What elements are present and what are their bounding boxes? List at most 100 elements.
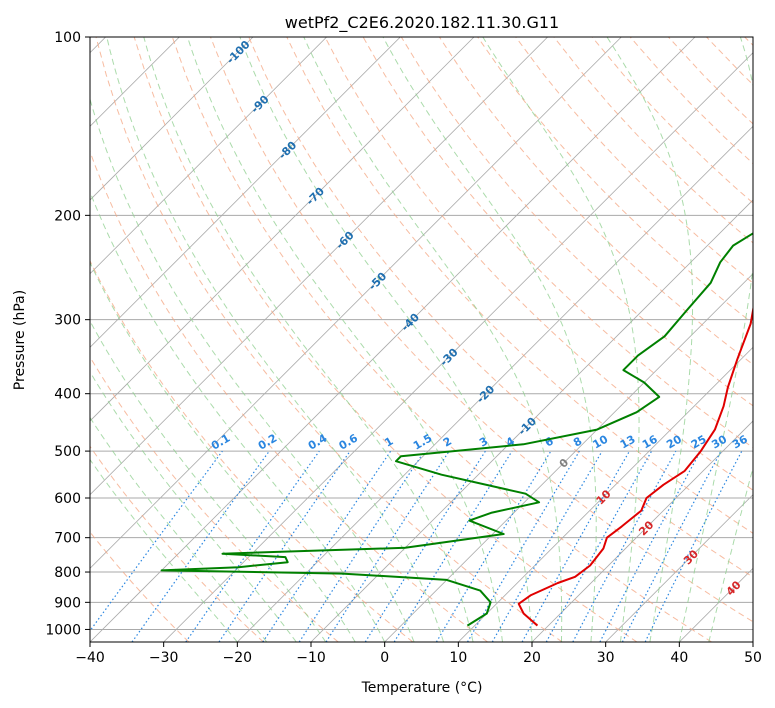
moist-adiabat-line [678, 37, 753, 642]
mixing-ratio-line [185, 450, 320, 642]
dry-adiabat-line [286, 37, 753, 534]
mixing-ratio-line [521, 450, 631, 642]
moist-adiabat-line [90, 261, 356, 642]
dry-adiabat-line [90, 356, 339, 642]
mixing-ratio-line [90, 450, 223, 632]
isotherm-line [752, 641, 753, 642]
isotherm-line [310, 199, 753, 642]
isotherm-label: -30 [437, 345, 460, 368]
y-tick-label: 1000 [45, 622, 81, 638]
mixing-ratio-label: 6 [543, 434, 556, 449]
moist-adiabat-line [90, 416, 268, 642]
sounding-profiles [160, 232, 753, 627]
y-tick-label: 100 [54, 30, 81, 46]
mixing-ratio-line [545, 450, 653, 642]
dry-adiabat-line [210, 37, 753, 623]
mixing-ratio-line [393, 450, 513, 642]
background-lines [90, 37, 753, 642]
moist-adiabat-line [90, 370, 297, 642]
isotherm-label: -70 [304, 184, 327, 207]
isotherm-label: -10 [516, 414, 539, 437]
mixing-ratio-label: 36 [730, 432, 750, 451]
dry-adiabat-line [706, 37, 753, 86]
moist-adiabat-line [382, 37, 597, 642]
dry-adiabat-line [553, 37, 753, 244]
dewpoint-profile [160, 232, 753, 627]
y-tick-label: 800 [54, 565, 81, 581]
dry-adiabat-line [324, 37, 753, 491]
x-tick-label: −40 [75, 650, 105, 666]
y-axis-label: Pressure (hPa) [12, 290, 28, 390]
x-tick-label: 40 [670, 650, 688, 666]
isotherm-line [90, 37, 696, 642]
isotherm-label: -40 [399, 310, 422, 333]
x-tick-label: −30 [149, 650, 179, 666]
isotherm-line [90, 37, 475, 422]
isotherm-label: -60 [333, 228, 356, 251]
x-tick-label: 20 [523, 650, 541, 666]
dry-adiabat-line [95, 37, 563, 642]
chart-title: wetPf2_C2E6.2020.182.11.30.G11 [285, 13, 559, 33]
moist-adiabat-line [606, 37, 694, 642]
mixing-ratio-line [298, 450, 425, 642]
isotherm-label: -80 [276, 138, 299, 161]
isotherm-line [90, 37, 548, 496]
moist-adiabat-line [143, 37, 474, 642]
mixing-ratio-line [572, 450, 677, 642]
y-tick-label: 200 [54, 208, 81, 224]
moist-adiabat-line [90, 320, 327, 642]
moist-adiabat-line [187, 37, 503, 642]
x-axis: −40 −30 −20 −10 0 10 20 30 40 50 [75, 642, 762, 666]
mixing-ratio-line [644, 450, 743, 642]
isotherm-line [458, 346, 753, 642]
dry-adiabat-line [744, 37, 753, 46]
x-tick-label: 30 [597, 650, 615, 666]
y-tick-label: 600 [54, 491, 81, 507]
moist-adiabat-line [106, 37, 445, 642]
mixing-ratio-label: 0.1 [209, 432, 232, 453]
isotherm-label: 20 [636, 518, 656, 538]
moist-adiabat-line [482, 37, 640, 642]
moist-adiabat-line [90, 190, 386, 642]
mixing-ratio-label: 0.4 [306, 431, 330, 452]
mixing-ratio-label: 1 [382, 435, 395, 450]
mixing-ratio-label: 8 [571, 435, 584, 450]
mixing-ratio-line [218, 450, 351, 642]
isotherm-line [90, 37, 622, 569]
y-tick-label: 300 [54, 313, 81, 329]
moist-adiabat-line [239, 37, 533, 642]
x-axis-label: Temperature (°C) [361, 680, 483, 696]
dry-adiabat-line [591, 37, 753, 204]
dry-adiabat-line [90, 445, 264, 642]
mixing-ratio-label: 1.5 [411, 432, 434, 453]
mixing-ratio-line [262, 450, 392, 642]
isotherm-label: -50 [366, 269, 389, 292]
dry-adiabat-line [90, 531, 190, 642]
isotherm-label: -20 [474, 382, 497, 405]
dry-adiabat-line [90, 259, 414, 642]
x-tick-label: −20 [223, 650, 253, 666]
mixing-ratio-label: 10 [591, 432, 611, 451]
isotherm-line [384, 273, 753, 642]
mixing-ratio-label: 30 [709, 432, 729, 451]
y-tick-label: 900 [54, 595, 81, 611]
x-tick-label: −10 [296, 650, 326, 666]
mixing-ratio-line [325, 450, 450, 642]
mixing-ratio-line [599, 450, 702, 642]
isotherm-line [605, 494, 753, 642]
isotherm-line [90, 37, 254, 201]
moist-adiabat-line [90, 97, 415, 642]
isotherm-line [237, 125, 753, 642]
dry-adiabat-line [515, 37, 753, 284]
isotherm-line [163, 52, 753, 642]
x-tick-label: 10 [449, 650, 467, 666]
dry-adiabat-line [133, 37, 638, 642]
y-tick-label: 500 [54, 444, 81, 460]
y-tick-label: 400 [54, 387, 81, 403]
moist-adiabat-line [303, 37, 563, 642]
y-axis: 100 200 300 400 500 600 700 800 900 1000 [45, 30, 90, 638]
isotherm-line [90, 37, 327, 275]
plot-frame [89, 36, 754, 643]
